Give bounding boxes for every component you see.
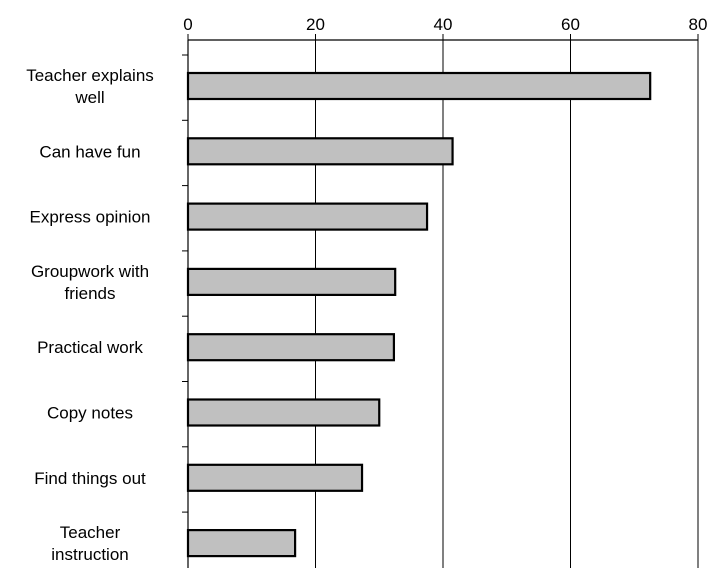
category-label: Teacher instruction: [51, 523, 128, 564]
x-tick-labels: 0 20 40 60 80: [183, 15, 707, 34]
category-label: Can have fun: [39, 142, 140, 161]
x-tick-label: 60: [561, 15, 580, 34]
category-label-line: friends: [64, 284, 115, 303]
bar-5: [186, 333, 396, 362]
category-label: Express opinion: [30, 208, 151, 227]
category-labels: Teacher explains well Can have fun Express …: [26, 66, 154, 564]
x-tick-label: 0: [183, 15, 192, 34]
category-label-line: Teacher explains: [26, 66, 154, 85]
category-label-line: Can have fun: [39, 142, 140, 161]
axes: [182, 34, 699, 568]
category-label-line: well: [74, 88, 104, 107]
bar-7: [186, 463, 364, 492]
x-tick-label: 20: [306, 15, 325, 34]
category-label: Teacher explains well: [26, 66, 154, 107]
bar-1: [186, 71, 652, 101]
category-label: Find things out: [34, 469, 146, 488]
category-label-line: instruction: [51, 545, 128, 564]
gridlines: [315, 40, 699, 568]
category-label-line: Express opinion: [30, 208, 151, 227]
x-tick-label: 80: [689, 15, 708, 34]
category-label: Groupwork with friends: [31, 262, 149, 303]
category-label-line: Teacher: [60, 523, 121, 542]
bar-2: [186, 137, 454, 166]
category-label-line: Find things out: [34, 469, 146, 488]
bar-8: [186, 528, 297, 558]
bar-6: [186, 398, 381, 427]
x-tick-label: 40: [434, 15, 453, 34]
category-label: Practical work: [37, 338, 143, 357]
bar-3: [186, 202, 429, 231]
category-label: Copy notes: [47, 404, 133, 423]
category-label-line: Practical work: [37, 338, 143, 357]
bar-4: [186, 267, 397, 296]
bars: [186, 71, 652, 558]
category-label-line: Groupwork with: [31, 262, 149, 281]
category-label-line: Copy notes: [47, 404, 133, 423]
